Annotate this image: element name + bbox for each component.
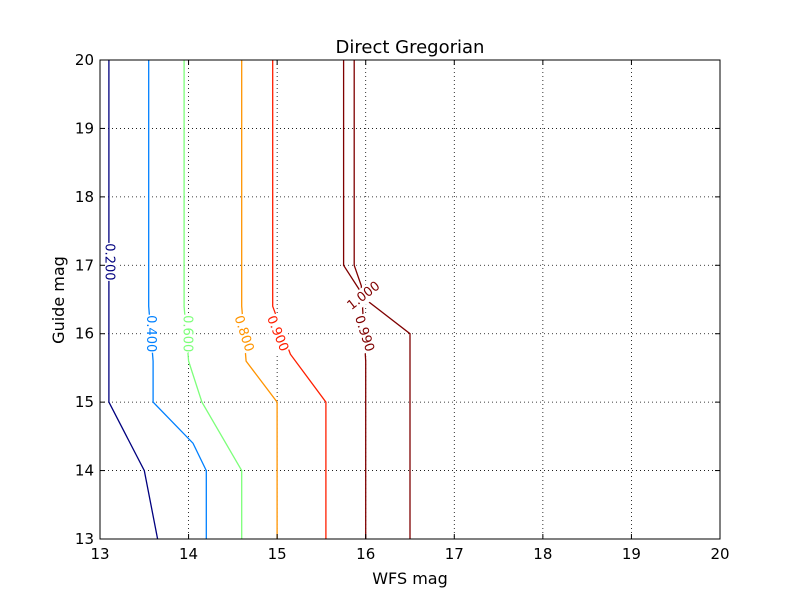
x-tick-label: 17 — [445, 545, 464, 563]
contour-line-0.600 — [183, 60, 243, 539]
y-tick-label: 18 — [75, 188, 94, 206]
y-tick-label: 13 — [75, 530, 94, 548]
plot-frame — [99, 59, 721, 540]
contour-label-0.200: 0.200 — [101, 243, 116, 280]
contour-label-gap — [230, 313, 257, 355]
contour-label-0.400: 0.400 — [143, 315, 158, 352]
contour-label-gap — [142, 314, 159, 353]
contour-label-0.600: 0.600 — [179, 315, 194, 352]
x-axis-label: WFS mag — [372, 569, 448, 588]
x-tick-label: 14 — [179, 545, 198, 563]
y-tick-label: 17 — [75, 256, 94, 274]
chart-title: Direct Gregorian — [336, 37, 485, 58]
contour-label-gap — [262, 313, 292, 355]
y-axis-label: Guide mag — [49, 256, 68, 344]
x-tick-label: 16 — [356, 545, 375, 563]
x-tick-label: 13 — [90, 545, 109, 563]
contour-label-gap — [350, 313, 378, 355]
x-tick-label: 20 — [710, 545, 729, 563]
contour-line-0.900 — [272, 60, 327, 539]
y-tick-label: 16 — [75, 325, 94, 343]
contour-line-0.800 — [241, 60, 278, 539]
y-tick-label: 20 — [75, 51, 94, 69]
y-tick-label: 14 — [75, 462, 94, 480]
contour-label-gap — [344, 278, 384, 315]
contour-line-0.400 — [148, 60, 207, 539]
y-tick-label: 19 — [75, 119, 94, 137]
y-tick-label: 15 — [75, 393, 94, 411]
contour-line-0.200 — [108, 60, 159, 540]
contour-label-gap — [100, 242, 117, 281]
x-tick-label: 18 — [533, 545, 552, 563]
axis-ticks: 13 14 15 16 17 18 19 20 13 14 15 16 17 18 19 20 — [75, 51, 730, 563]
x-tick-label: 15 — [268, 545, 287, 563]
contour-line-0.990 — [353, 60, 367, 539]
x-tick-label: 19 — [622, 545, 641, 563]
grid — [100, 60, 720, 539]
contour-label-gap — [178, 314, 195, 353]
contour-label-0.900: 0.900 — [263, 314, 291, 354]
